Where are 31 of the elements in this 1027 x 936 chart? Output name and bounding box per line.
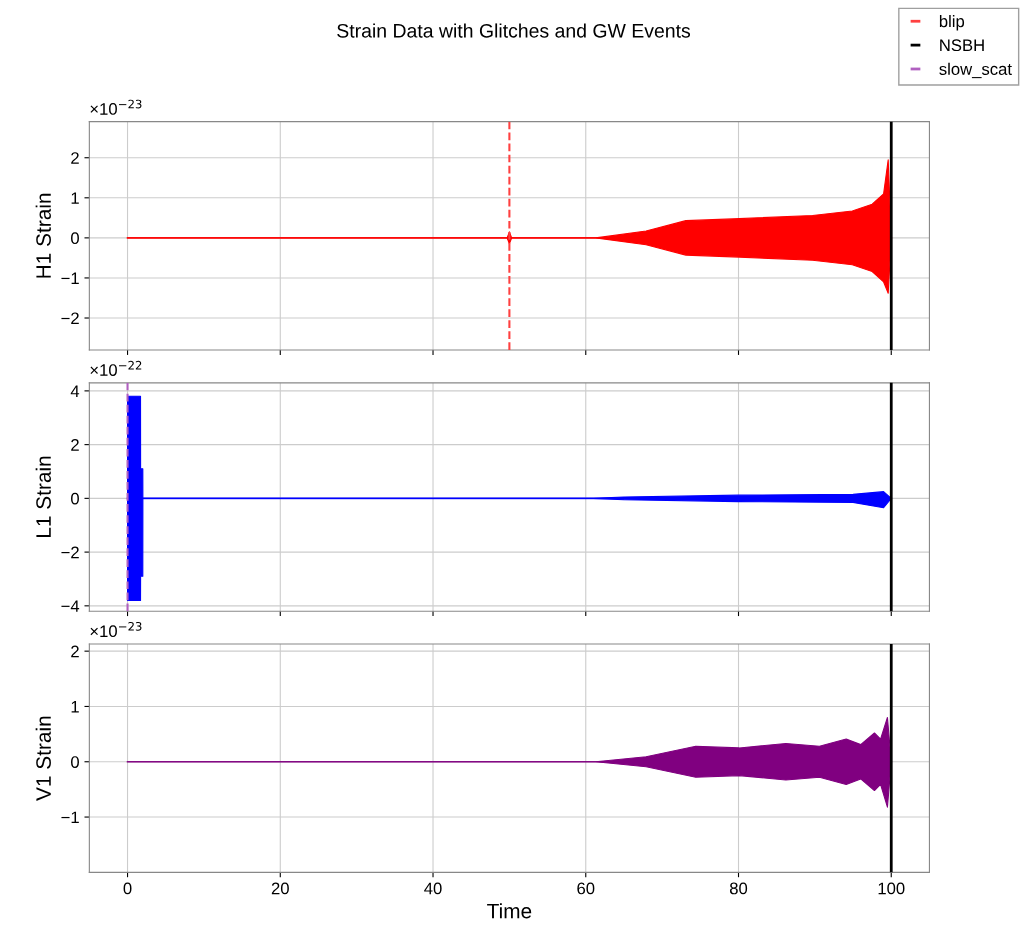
y-tick-label: −2: [61, 546, 79, 559]
text: ×10$^{−23}$: [90, 99, 142, 115]
y-tick-label: −1: [61, 272, 79, 284]
legend-label: slow_scat: [939, 62, 1012, 79]
x-tick-label: 80: [729, 882, 748, 895]
y-tick-label: −1: [61, 811, 79, 824]
text: ×10$^{−22}$: [90, 360, 142, 376]
y-tick-label: −2: [61, 312, 79, 325]
y-tick-label: 2: [71, 152, 79, 164]
legend-label: blip: [939, 15, 965, 31]
x-axis-title: Time: [487, 903, 532, 919]
y-tick-label: 0: [71, 492, 79, 505]
x-tick-label: 60: [577, 882, 595, 895]
x-tick-label: 40: [424, 882, 442, 895]
y-tick-label: 1: [71, 192, 79, 204]
y-tick-label: 2: [71, 645, 79, 658]
chart-title: Strain Data with Glitches and GW Events: [337, 23, 691, 38]
y-tick-label: 0: [71, 232, 79, 245]
legend-label: NSBH: [940, 39, 984, 52]
x-tick-label: 0: [123, 882, 132, 895]
y-axis-title: V1 Strain: [35, 716, 51, 801]
text: ×10$^{−23}$: [90, 621, 142, 638]
y-tick-label: 1: [71, 701, 79, 713]
x-tick-label: 100: [878, 882, 905, 895]
y-tick-label: −4: [61, 600, 80, 612]
y-tick-label: 0: [71, 756, 79, 768]
y-tick-label: 4: [70, 385, 80, 397]
y-axis-title: L1 Strain: [35, 456, 51, 537]
y-tick-label: 2: [71, 439, 79, 451]
y-axis-title: H1 Strain: [35, 193, 51, 278]
x-tick-label: 20: [271, 882, 289, 895]
